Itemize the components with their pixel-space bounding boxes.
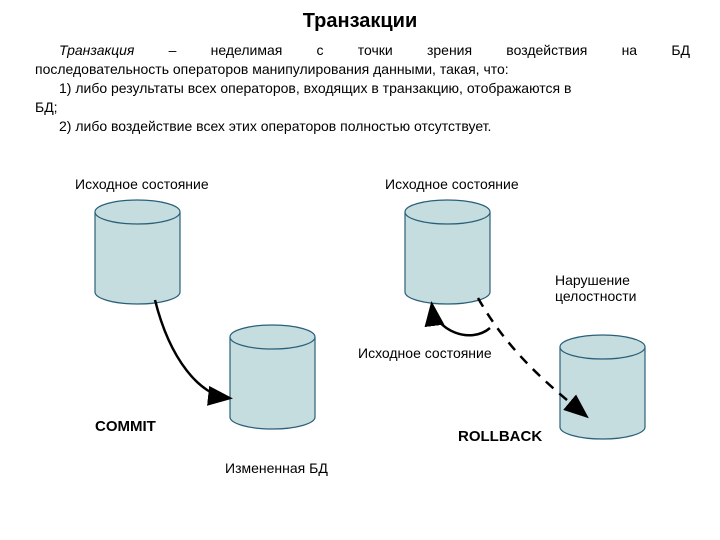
arrow-rollback-return — [432, 306, 490, 335]
cylinder-rollback-target — [560, 335, 645, 439]
label-changed-db: Измененная БД — [225, 460, 328, 476]
definition-text: Транзакция – неделимая с точки зрения во… — [0, 41, 720, 135]
point-1a: 1) либо результаты всех операторов, вход… — [35, 79, 690, 98]
label-initial-right: Исходное состояние — [385, 176, 519, 192]
cylinder-commit-source — [95, 200, 180, 304]
label-violation-2: целостности — [555, 288, 636, 304]
def-line-2: последовательность операторов манипулиро… — [35, 60, 690, 79]
arrow-rollback-forward — [478, 298, 585, 415]
label-initial-left: Исходное состояние — [75, 176, 209, 192]
diagram-area: Исходное состояние Исходное состояние Ис… — [0, 160, 720, 540]
arrow-commit — [155, 300, 228, 398]
label-initial-return: Исходное состояние — [358, 345, 492, 361]
def-rest: – неделимая с точки зрения воздействия н… — [134, 42, 690, 58]
point-2: 2) либо воздействие всех этих операторов… — [35, 117, 690, 136]
cylinder-rollback-source — [405, 200, 490, 304]
label-commit: COMMIT — [95, 418, 156, 435]
def-line-1: Транзакция – неделимая с точки зрения во… — [35, 41, 690, 60]
point-1b: БД; — [35, 98, 690, 117]
page-title: Транзакции — [0, 0, 720, 41]
label-rollback: ROLLBACK — [458, 428, 542, 445]
label-violation-1: Нарушение — [555, 272, 630, 288]
term-emphasis: Транзакция — [59, 42, 134, 58]
cylinder-commit-target — [230, 325, 315, 429]
